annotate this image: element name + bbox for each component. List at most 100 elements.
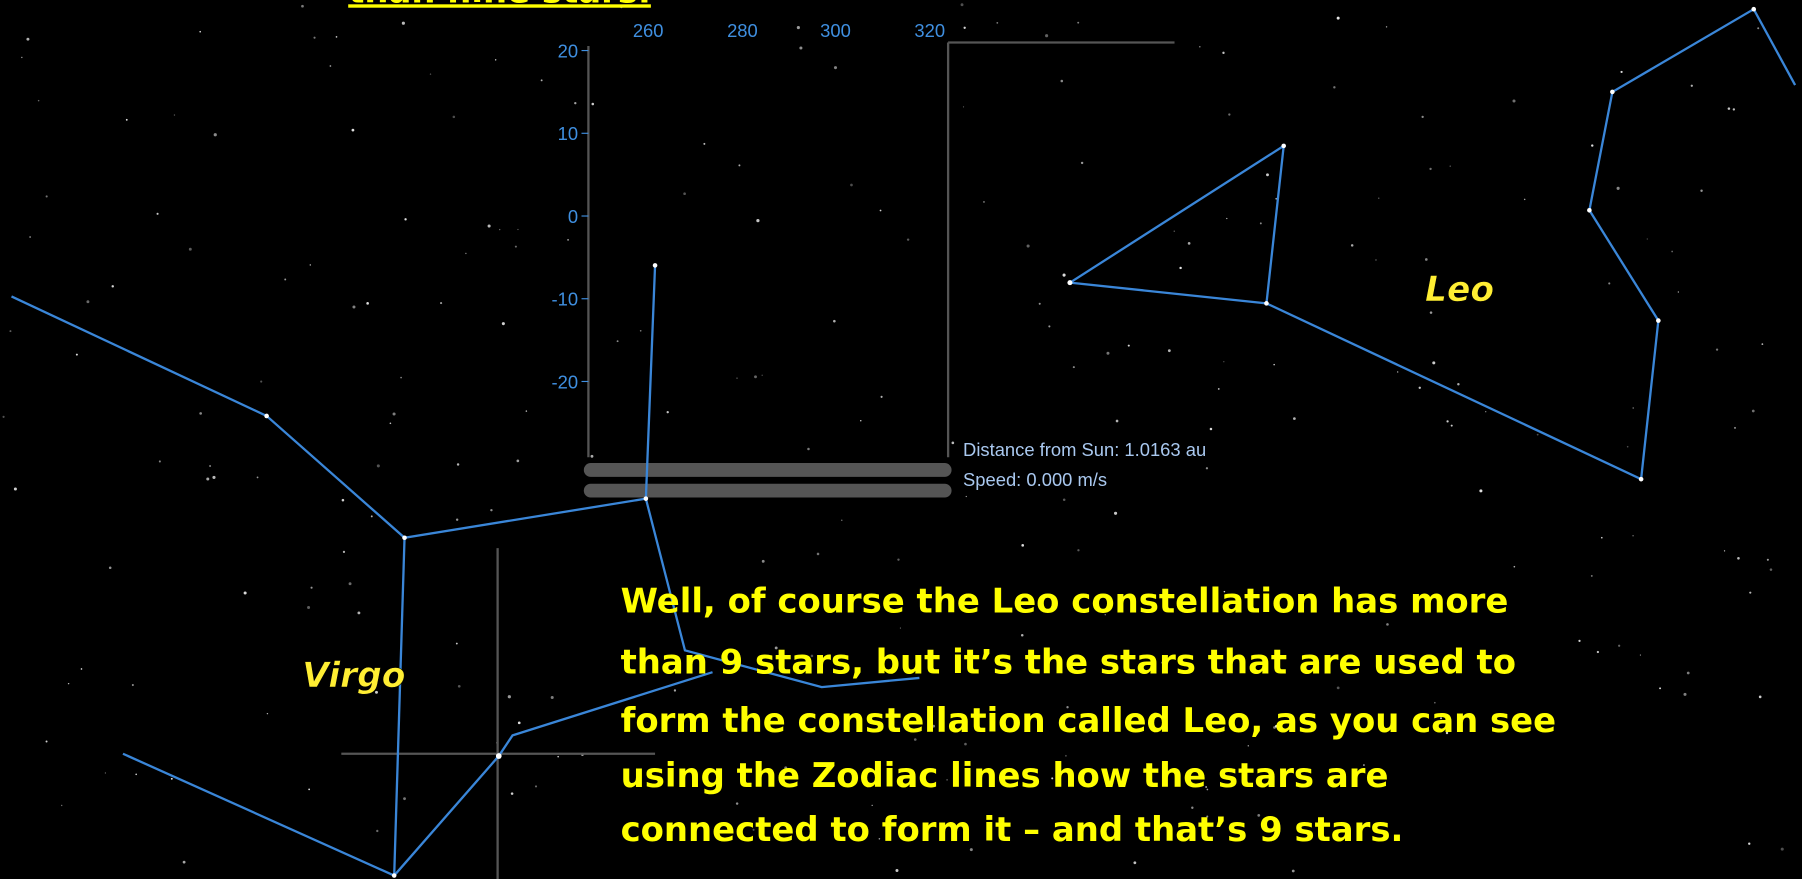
background-star [897,559,899,561]
background-star [1734,427,1736,429]
background-star [817,553,820,556]
background-star [1293,417,1296,420]
background-star [132,684,134,686]
background-star [834,66,837,69]
background-star [880,210,882,212]
background-star [1671,251,1673,253]
background-star [1578,640,1580,642]
background-star [1419,387,1421,389]
y-label: 10 [558,123,578,144]
slider[interactable] [584,484,952,498]
background-star [157,213,159,215]
background-star [964,743,967,746]
background-star [963,106,964,107]
background-star [762,560,765,563]
background-star [1077,22,1079,24]
background-star [667,411,669,413]
background-star [1748,843,1750,845]
background-star [490,509,492,511]
background-star [495,59,496,60]
background-star [1199,46,1201,48]
background-star [1617,187,1620,190]
background-star [105,772,106,773]
background-star [799,47,802,50]
background-star [1514,566,1516,568]
background-star [9,330,11,332]
background-star [357,611,360,614]
background-star [1375,259,1376,260]
background-star [349,582,352,585]
background-star [465,253,466,254]
star [653,263,658,268]
background-star [1333,86,1335,88]
background-star [1226,218,1227,219]
background-star [1737,557,1740,560]
background [0,0,1802,879]
paragraph-line: than 9 stars, but it’s the stars that ar… [621,642,1516,681]
background-star [983,201,984,202]
star [496,753,502,759]
background-star [46,195,48,197]
background-star [996,22,998,24]
y-label: -20 [552,371,579,392]
background-star [738,164,740,166]
background-star [38,100,40,102]
background-star [257,477,259,479]
distance-info: Distance from Sun: 1.0163 au [963,439,1206,460]
star [264,414,269,419]
background-star [330,65,332,67]
background-star [457,463,459,465]
y-label: 0 [568,206,578,227]
background-star [46,740,48,742]
background-star [551,696,554,699]
background-star [1446,420,1448,422]
background-star [1770,568,1773,571]
leo-label: Leo [1425,270,1494,310]
background-star [308,788,310,790]
background-star [1683,693,1686,696]
background-star [284,278,286,280]
background-star [86,300,89,303]
background-star [1450,166,1451,167]
background-star [244,591,247,594]
background-star [402,22,405,25]
background-star [189,248,192,251]
background-star [135,774,137,776]
background-star [508,695,511,698]
background-star [900,627,901,628]
background-star [640,330,642,332]
star [1264,301,1269,306]
background-star [1337,17,1340,20]
background-star [617,340,619,342]
background-star [1260,222,1262,224]
background-star [1421,116,1423,118]
background-star [703,143,705,145]
star [1751,7,1756,12]
background-star [1273,364,1275,366]
background-star [440,302,442,304]
background-star [535,785,537,787]
background-star [1524,199,1526,201]
background-star [1620,71,1622,73]
star [392,873,397,878]
background-star [756,219,759,222]
background-star [1063,498,1066,501]
background-star [61,805,62,806]
background-star [736,802,738,804]
background-star [1457,383,1459,385]
star [644,496,649,501]
background-star [366,302,369,305]
background-star [343,551,345,553]
background-star [1397,371,1398,372]
background-star [1128,345,1130,347]
slider[interactable] [584,463,952,477]
background-star [1591,144,1593,146]
background-star [499,229,500,230]
background-star [515,246,517,248]
background-star [907,238,909,240]
background-star [1081,162,1083,164]
background-star [206,478,209,481]
background-star [488,224,491,227]
background-star [307,606,310,609]
background-star [199,412,202,415]
